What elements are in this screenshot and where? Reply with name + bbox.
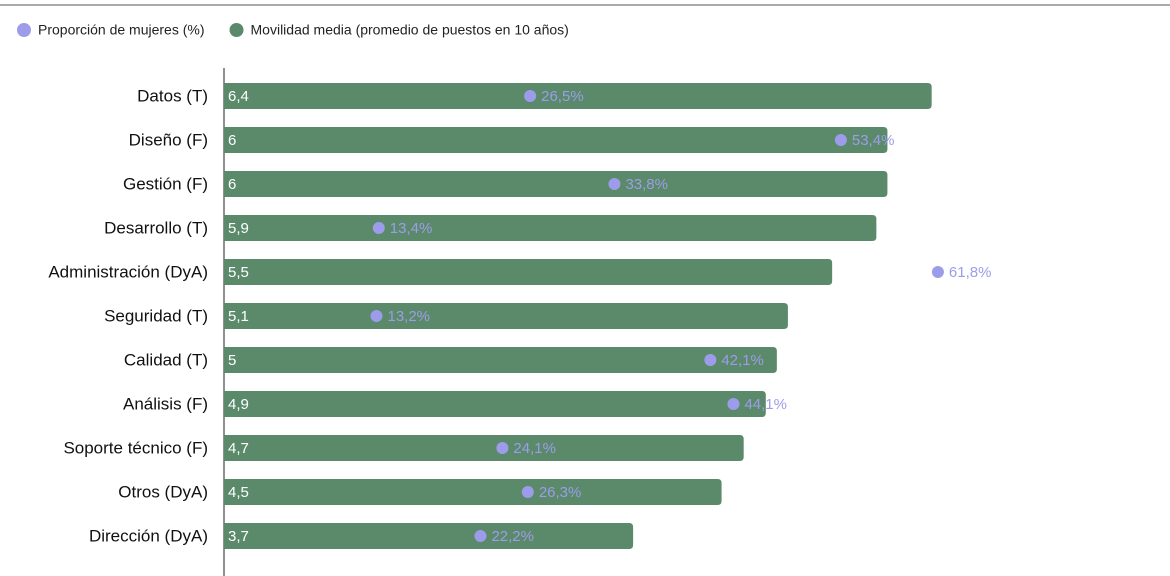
bar <box>224 171 888 197</box>
dot <box>521 486 534 498</box>
bar <box>224 479 722 505</box>
legend-label: Proporción de mujeres (%) <box>38 22 205 38</box>
bar <box>224 215 877 241</box>
bar-label: 4,9 <box>228 396 249 413</box>
y-tick-label: Desarrollo (T) <box>104 218 208 237</box>
dot <box>834 134 847 146</box>
dot <box>931 266 944 278</box>
dot <box>727 398 740 410</box>
bar <box>224 435 744 461</box>
y-tick-label: Análisis (F) <box>123 394 208 413</box>
dot <box>608 178 621 190</box>
bar <box>224 259 833 285</box>
y-tick-label: Datos (T) <box>137 86 208 105</box>
y-tick-label: Administración (DyA) <box>48 262 208 281</box>
dot-label: 44,1% <box>744 396 787 413</box>
dot-label: 22,2% <box>491 528 534 545</box>
bar-label: 4,7 <box>228 440 249 457</box>
y-tick-label: Calidad (T) <box>124 350 208 369</box>
bar-label: 6 <box>228 132 236 149</box>
dot <box>474 530 487 542</box>
bar <box>224 347 777 373</box>
y-tick-label: Gestión (F) <box>123 174 208 193</box>
dot-label: 13,2% <box>387 308 430 325</box>
dot-label: 26,5% <box>541 88 584 105</box>
bar-label: 6 <box>228 176 236 193</box>
bar-label: 5,9 <box>228 220 249 237</box>
bar <box>224 127 888 153</box>
dot-label: 53,4% <box>852 132 895 149</box>
bar-label: 5,1 <box>228 308 249 325</box>
bar-label: 5,5 <box>228 264 249 281</box>
legend-swatch <box>229 23 244 37</box>
dot <box>704 354 717 366</box>
y-tick-label: Otros (DyA) <box>118 482 208 501</box>
dot-label: 26,3% <box>539 484 582 501</box>
legend-swatch <box>17 23 31 37</box>
bar-label: 4,5 <box>228 484 249 501</box>
y-tick-label: Diseño (F) <box>129 130 208 149</box>
y-tick-label: Seguridad (T) <box>104 306 208 325</box>
dot <box>496 442 509 454</box>
y-tick-label: Soporte técnico (F) <box>63 438 208 457</box>
dot-label: 13,4% <box>390 220 433 237</box>
bar <box>224 303 788 329</box>
dot-label: 61,8% <box>949 264 992 281</box>
dot-label: 33,8% <box>625 176 668 193</box>
y-tick-label: Dirección (DyA) <box>89 526 208 545</box>
bar-label: 3,7 <box>228 528 249 545</box>
bar <box>224 523 634 549</box>
dot-label: 42,1% <box>721 352 764 369</box>
bar-label: 6,4 <box>228 88 249 105</box>
bar <box>224 391 766 417</box>
bar-label: 5 <box>228 352 236 369</box>
dot <box>372 222 385 234</box>
dot <box>370 310 383 322</box>
dot-label: 24,1% <box>513 440 556 457</box>
bar <box>224 83 932 109</box>
legend-label: Movilidad media (promedio de puestos en … <box>251 22 569 38</box>
dot <box>524 90 537 102</box>
